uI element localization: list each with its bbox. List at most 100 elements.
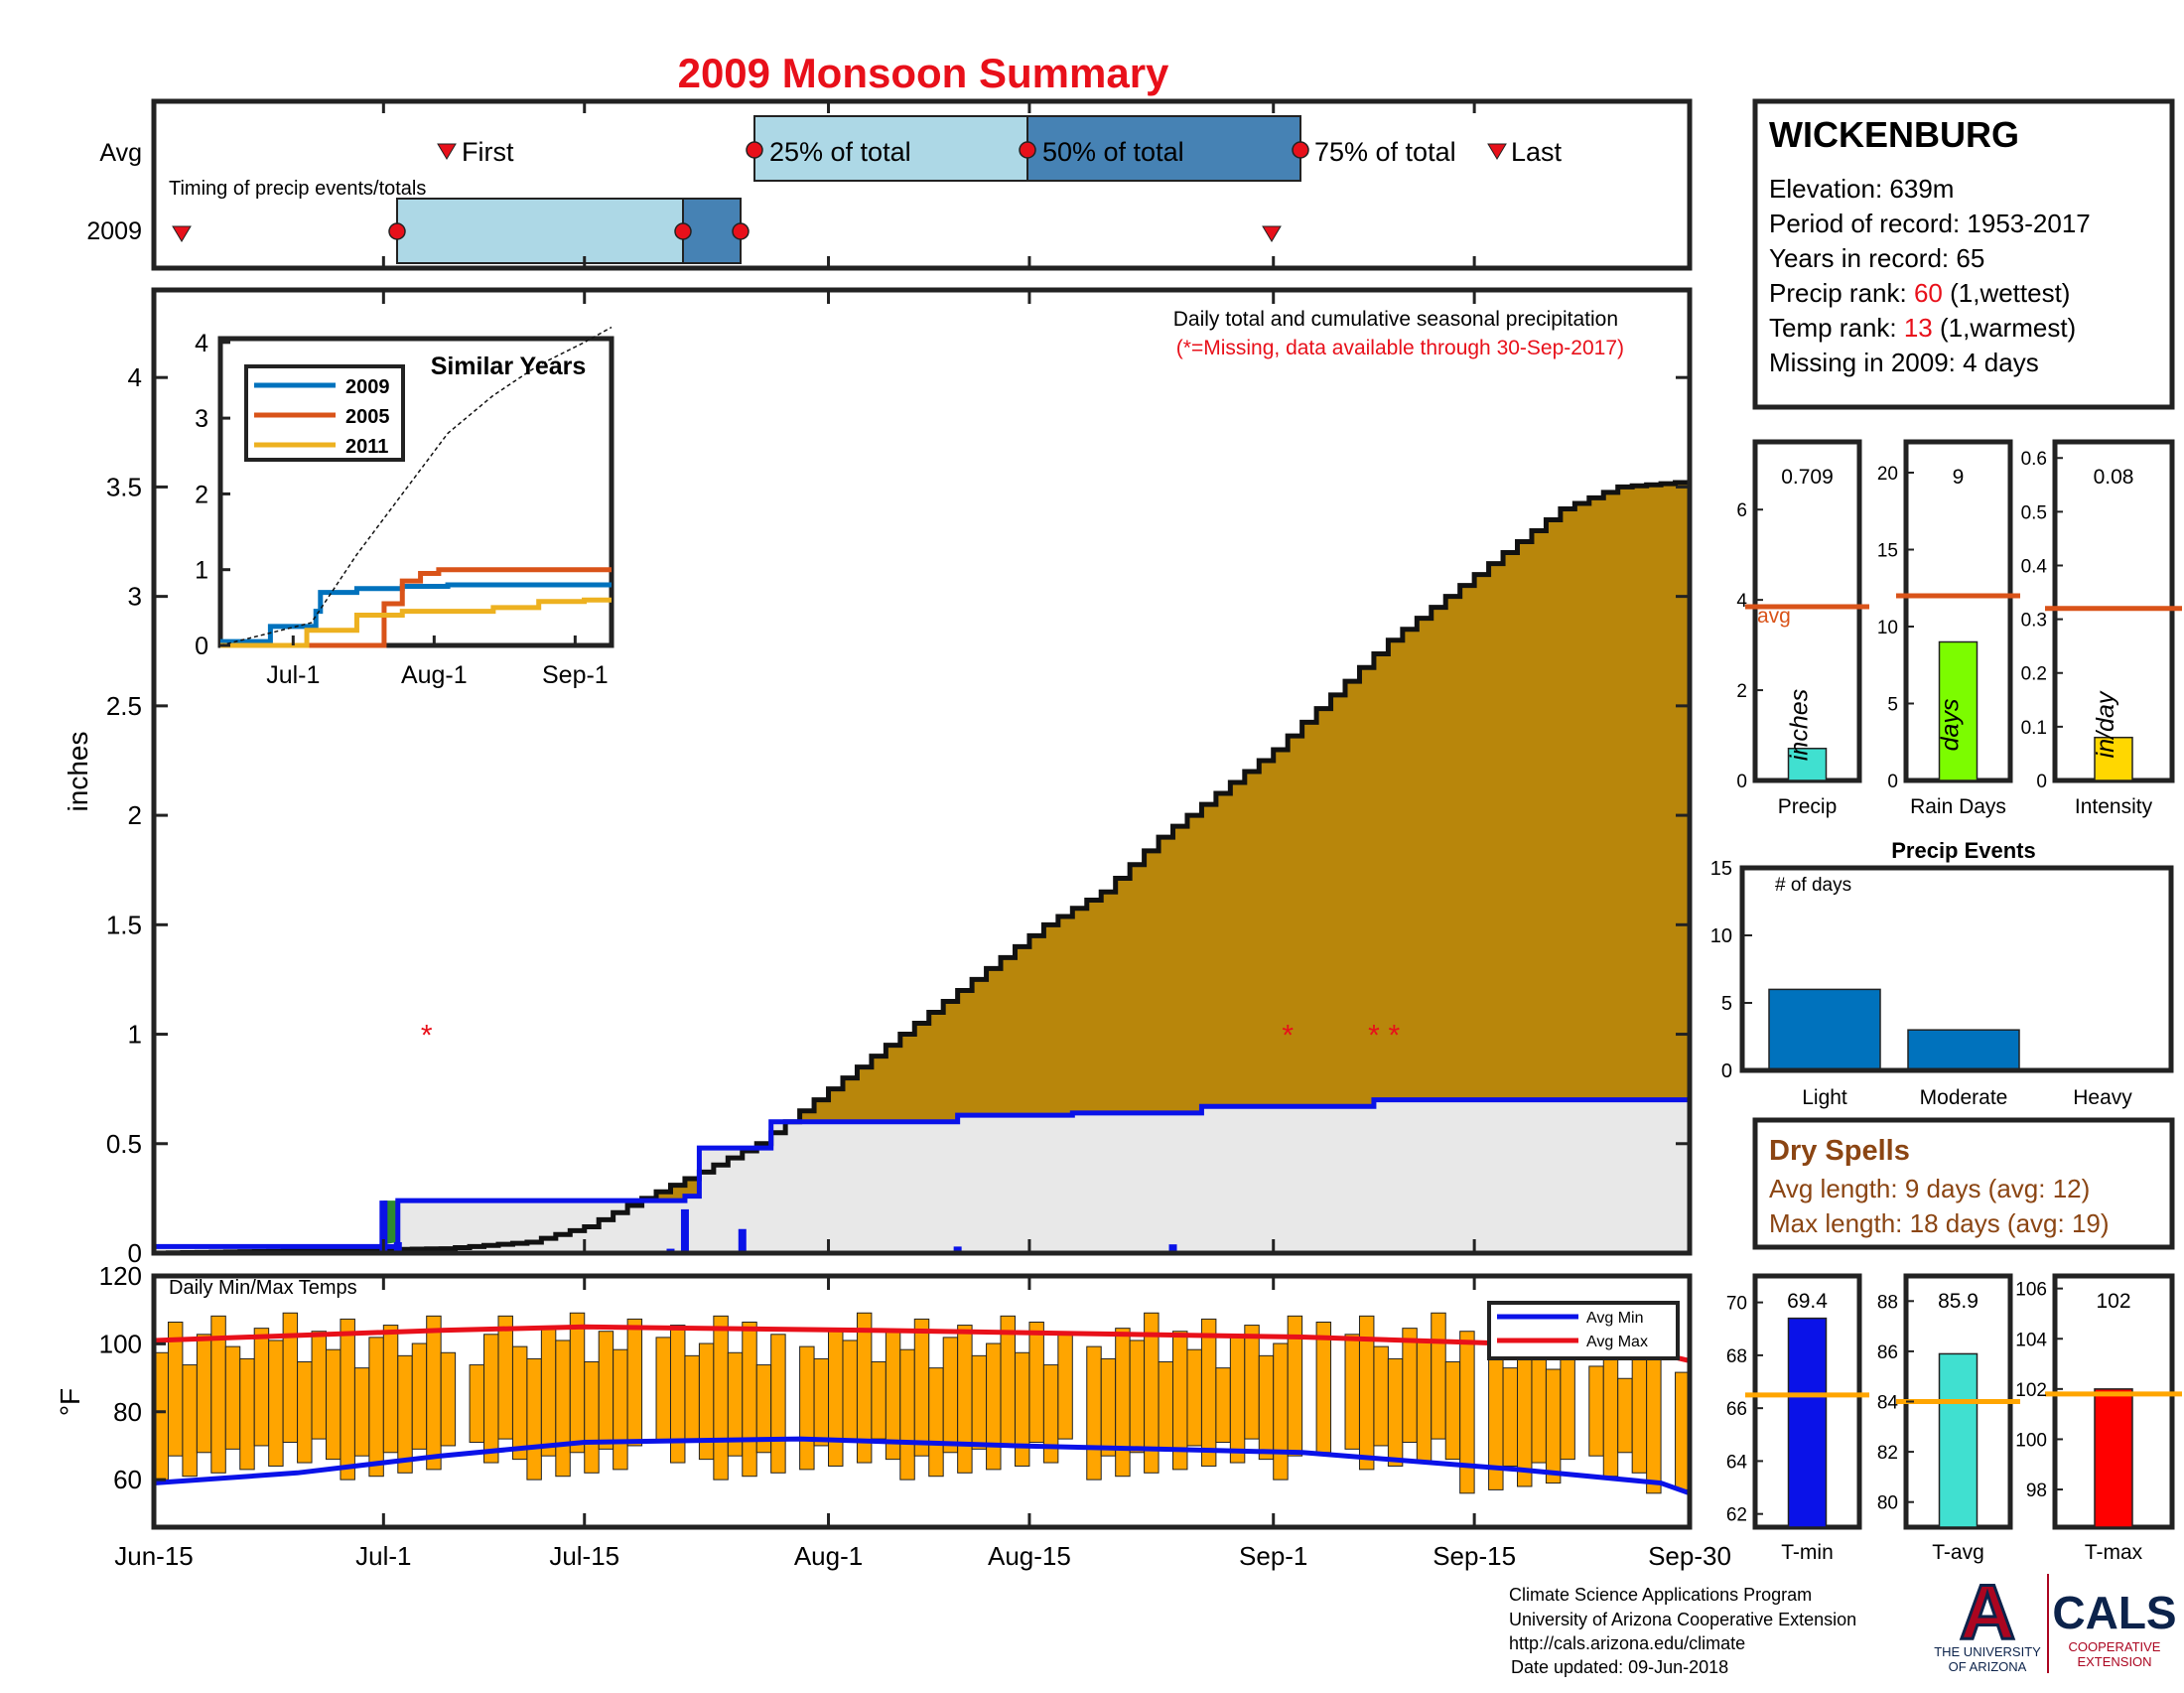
temp-rank: Temp rank: 13 (1,warmest) [1769, 313, 2076, 343]
stat-unit-0: inches [1786, 689, 1814, 761]
temp-bar-102 [1617, 1377, 1633, 1454]
inset-line-avg [219, 326, 613, 646]
temp-bar-3 [196, 1334, 212, 1454]
page-title: 2009 Monsoon Summary [678, 50, 1169, 96]
temp-bar-103 [1631, 1346, 1648, 1474]
precip-y-tick-label-2: 1 [128, 1020, 142, 1050]
temp-bar-10 [297, 1360, 313, 1464]
temp-bar-6 [239, 1357, 255, 1471]
date-tick-label-4: Aug-15 [988, 1541, 1071, 1571]
precip-y-tick-label-6: 3 [128, 582, 142, 612]
temp-y-tick-label-3: 120 [99, 1261, 142, 1291]
temp-stat-tick-label-2-3: 104 [2015, 1330, 2047, 1350]
cumulative-area [154, 410, 1690, 1253]
season-2009-line [154, 1097, 1690, 1249]
temp-stat-tick-label-1-2: 84 [1877, 1393, 1899, 1414]
stat-unit-2: in/day [2092, 690, 2119, 758]
temp-stat-value-0: 69.4 [1787, 1290, 1828, 1313]
inset-title: Similar Years [431, 353, 587, 380]
temp-bar-32 [613, 1348, 628, 1471]
avg-q25-label: 25% of total [769, 137, 911, 167]
date-tick-label-7: Sep-30 [1648, 1541, 1731, 1571]
stat-tick-label-2-3: 0.3 [2021, 611, 2047, 632]
stat-xlabel-0: Precip [1778, 795, 1838, 818]
events-tick-label-1: 5 [1721, 993, 1732, 1015]
temp-stat-tick-label-0-2: 66 [1726, 1399, 1747, 1420]
dry-spells-box: Dry Spells Avg length: 9 days (avg: 12) … [1752, 1117, 2175, 1250]
y2009-q25-marker [388, 222, 406, 240]
temp-stat-tick-label-2-4: 106 [2015, 1280, 2047, 1301]
precip-y-tick-label-1: 0.5 [106, 1129, 142, 1159]
stat-frame-2 [2052, 439, 2175, 783]
events-tick-label-0: 0 [1721, 1060, 1732, 1082]
temp-bar-53 [913, 1318, 930, 1457]
avg-q25-marker [746, 141, 763, 159]
stat-bar-0 [1787, 748, 1828, 781]
inset-y-tick-label-0: 0 [195, 633, 208, 660]
temp-bar-87 [1402, 1328, 1418, 1444]
stat-tick-label-2-6: 0.6 [2021, 449, 2047, 470]
events-bar-moderate [1907, 1029, 2020, 1071]
events-subtitle: # of days [1775, 875, 1851, 896]
events-frame [1739, 865, 2174, 1073]
stat-unit-1: days [1937, 699, 1965, 752]
temp-rank-value: 13 [1904, 313, 1933, 343]
stat-tick-label-2-1: 0.1 [2021, 718, 2047, 739]
precip-rank-note: (1,wettest) [1943, 278, 2071, 308]
dry-spells-title: Dry Spells [1769, 1135, 1910, 1167]
temp-bar-19 [426, 1315, 442, 1471]
inset-y-tick-label-1: 1 [195, 557, 208, 585]
temp-bar-29 [569, 1312, 586, 1454]
daily-precip-bar-0 [379, 1200, 388, 1253]
date-x-axis: Jun-15 Jul-1 Jul-15 Aug-1 Aug-15 Sep-1 Sep-15 S… [114, 101, 1731, 1571]
precip-rank: Precip rank: 60 (1,wettest) [1769, 278, 2070, 308]
temp-bar-100 [1588, 1365, 1604, 1457]
stat-bar-2 [2094, 736, 2133, 781]
temp-stat-tick-label-0-4: 70 [1726, 1294, 1747, 1315]
temp-bar-91 [1459, 1331, 1475, 1494]
inset-legend-2011: 2011 [345, 436, 388, 458]
temp-bar-50 [871, 1360, 887, 1440]
temp-bar-5 [224, 1345, 241, 1450]
avg-first-label: First [462, 137, 514, 167]
temp-stat-tick-label-0-1: 64 [1726, 1452, 1748, 1473]
precip-y-tick-label-5: 2.5 [106, 691, 142, 721]
temp-bar-97 [1545, 1368, 1562, 1484]
season-2009-area [154, 1099, 1690, 1253]
temp-bar-22 [469, 1364, 485, 1444]
daily-temp-plot [153, 1312, 1691, 1496]
missing-note: (*=Missing, data available through 30-Se… [1176, 337, 1624, 359]
events-plot: Light Moderate Heavy 0 5 10 15 [1710, 858, 2171, 1109]
temp-bar-45 [799, 1345, 815, 1471]
inset-x-tick-label-1: Aug-1 [401, 661, 468, 689]
stat-tick-label-1-2: 10 [1877, 618, 1898, 638]
temp-bar-37 [684, 1354, 700, 1440]
date-tick-label-1: Jul-1 [355, 1541, 411, 1571]
temp-bar-9 [282, 1312, 299, 1444]
temp-title: Daily Min/Max Temps [169, 1277, 357, 1299]
temp-bar-35 [655, 1337, 671, 1444]
footer: Climate Science Applications Program Uni… [1509, 1567, 2177, 1678]
missing-day-markers: * * * * [421, 1020, 1401, 1053]
inset-y-tick-label-4: 4 [195, 330, 208, 357]
events-tick-label-2: 10 [1710, 925, 1732, 947]
temp-bar-43 [770, 1334, 786, 1474]
stat-xlabel-1: Rain Days [1910, 795, 2006, 818]
temp-bar-81 [1315, 1321, 1332, 1454]
dry-spells-avg: Avg length: 9 days (avg: 12) [1769, 1174, 2090, 1203]
temp-bar-65 [1086, 1345, 1102, 1481]
timing-caption: Timing of precip events/totals [169, 178, 426, 200]
temp-bar-17 [397, 1354, 413, 1474]
inset-plot [219, 326, 613, 648]
temp-bar-79 [1287, 1315, 1303, 1457]
temp-bar-20 [440, 1351, 457, 1447]
dry-spells-frame [1752, 1117, 2175, 1250]
stat-tick-label-0-3: 6 [1736, 500, 1747, 521]
temp-bar-31 [598, 1331, 614, 1450]
temp-y-tick-label-1: 80 [113, 1397, 142, 1427]
temp-bar-7 [253, 1328, 270, 1447]
temp-stat-bar-1 [1938, 1352, 1979, 1528]
station-missing: Missing in 2009: 4 days [1769, 348, 2039, 377]
missing-star-0: * [421, 1020, 433, 1053]
